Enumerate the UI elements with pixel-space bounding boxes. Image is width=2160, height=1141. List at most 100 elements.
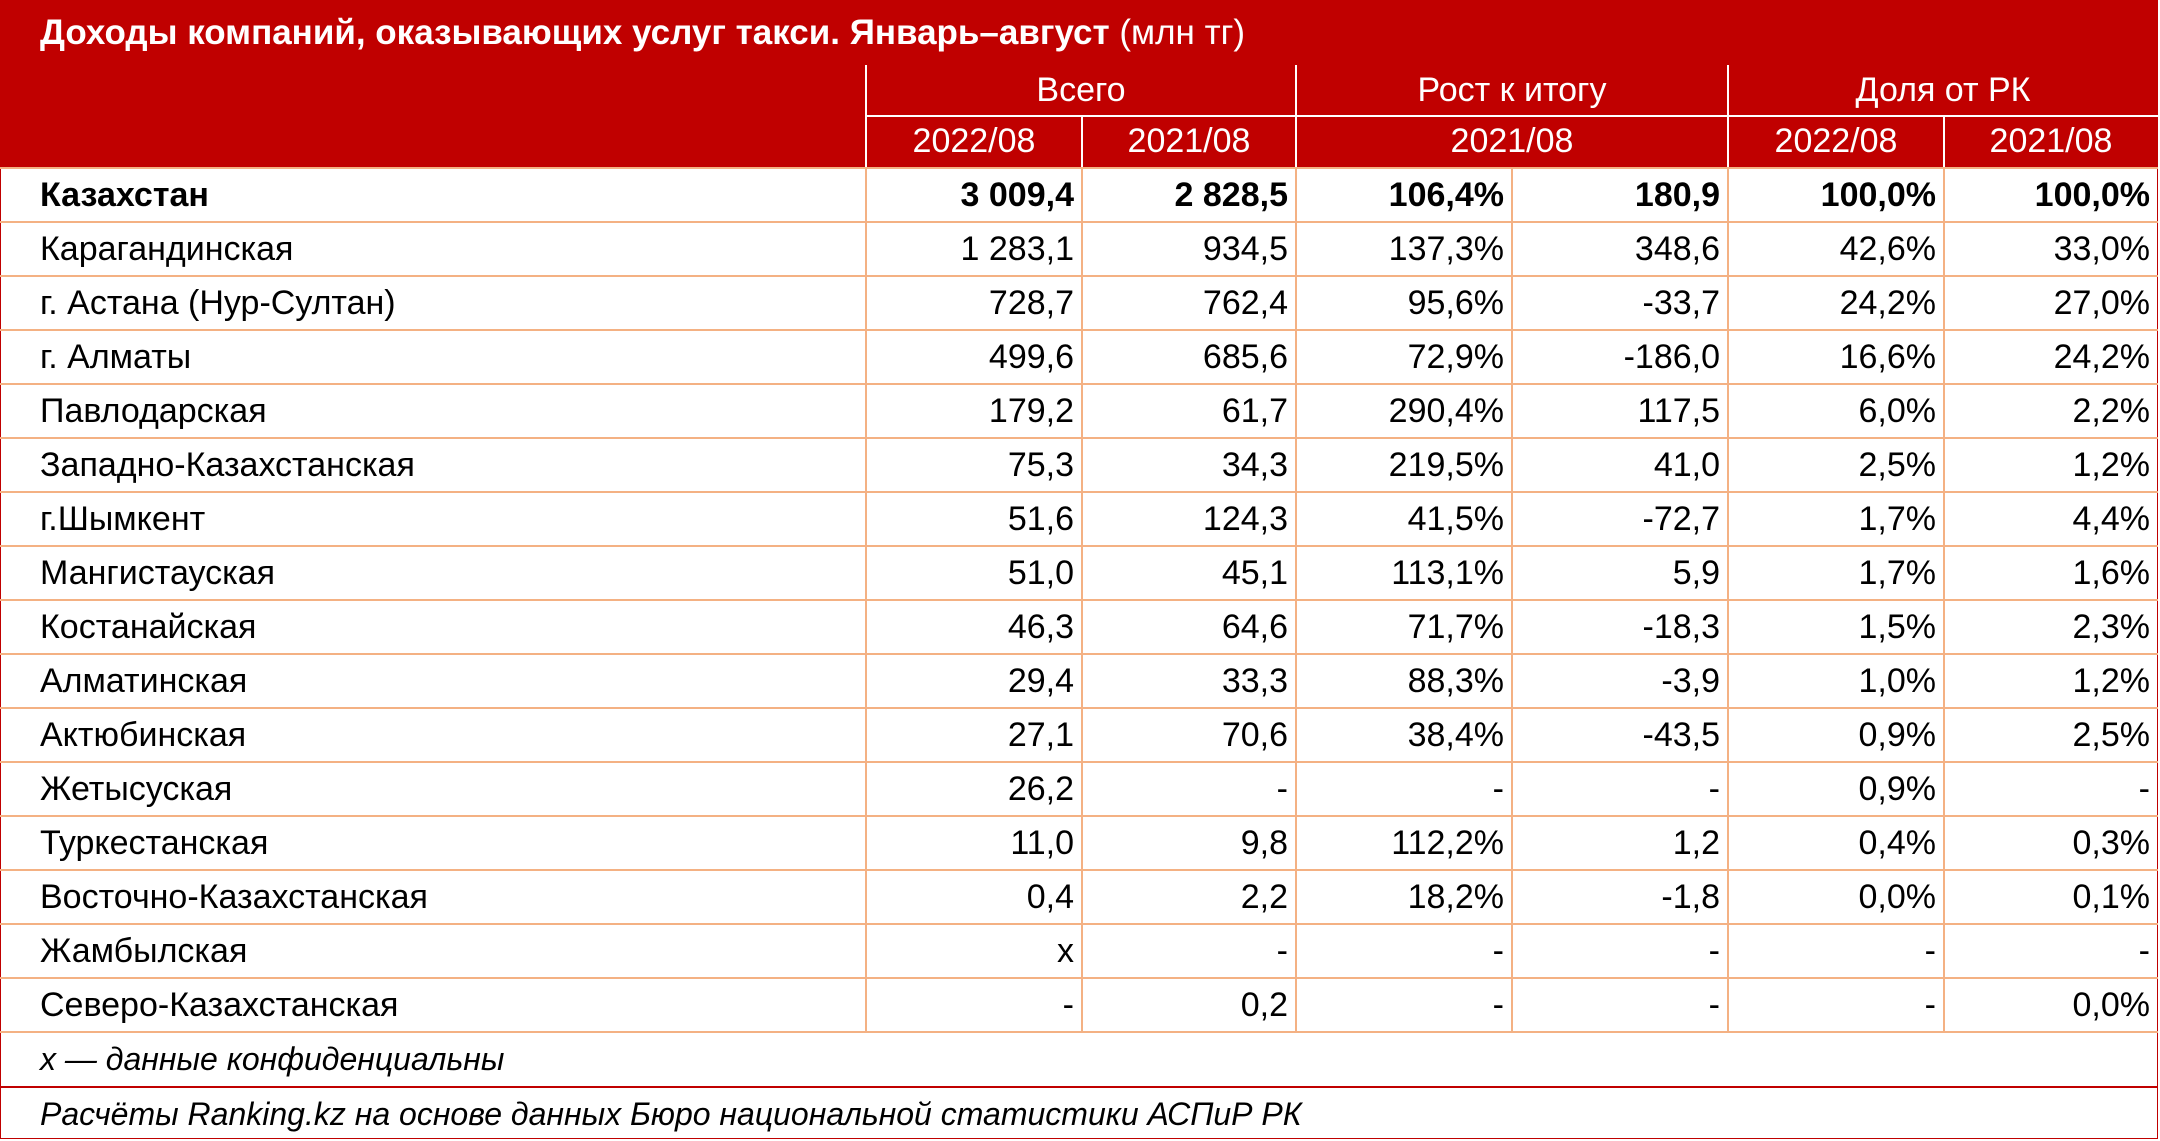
cell-growth-pct: 88,3%	[1407, 662, 1504, 700]
cell-share-2022: 0,9%	[1858, 716, 1937, 754]
cell-growth-pct: -	[1492, 986, 1504, 1024]
cell-total-2021: 934,5	[1202, 230, 1288, 268]
cell-total-2021: 64,6	[1221, 608, 1288, 646]
cell-growth-abs: -3,9	[1661, 662, 1720, 700]
cell-total-2021: 2,2	[1240, 878, 1288, 916]
header-sub-total-2021: 2021/08	[1082, 116, 1296, 167]
cell-total-2022: 51,0	[1007, 554, 1074, 592]
column-divider	[1295, 168, 1297, 1032]
header-sub-share-2021: 2021/08	[1944, 116, 2158, 167]
region-name: г. Астана (Нур-Султан)	[40, 284, 396, 322]
cell-total-2022: 27,1	[1007, 716, 1074, 754]
cell-growth-pct: 112,2%	[1391, 824, 1504, 862]
header-sub-share-2022: 2022/08	[1728, 116, 1944, 167]
row-divider	[0, 275, 2158, 277]
title-text: Доходы компаний, оказывающих услуг такси…	[40, 13, 1110, 52]
row-divider	[0, 437, 2158, 439]
region-name: Казахстан	[40, 176, 209, 214]
cell-growth-abs: -18,3	[1642, 608, 1721, 646]
row-divider	[0, 707, 2158, 709]
header-divider	[1081, 116, 1083, 167]
cell-share-2021: 33,0%	[2053, 230, 2150, 268]
region-name: Карагандинская	[40, 230, 294, 268]
cell-share-2021: 0,0%	[2072, 986, 2151, 1024]
cell-share-2021: 1,2%	[2072, 662, 2151, 700]
region-name: Восточно-Казахстанская	[40, 878, 428, 916]
region-name: Жетысуская	[40, 770, 233, 808]
row-divider	[0, 869, 2158, 871]
cell-growth-pct: -	[1492, 770, 1504, 808]
cell-growth-pct: 72,9%	[1407, 338, 1504, 376]
cell-share-2021: 2,3%	[2072, 608, 2151, 646]
column-divider	[1727, 168, 1729, 1032]
cell-growth-pct: 106,4%	[1388, 176, 1504, 214]
cell-share-2022: -	[1924, 932, 1936, 970]
cell-share-2022: 1,0%	[1858, 662, 1937, 700]
cell-share-2022: 16,6%	[1839, 338, 1936, 376]
row-divider	[0, 167, 2158, 169]
cell-total-2021: 45,1	[1221, 554, 1288, 592]
region-name: Западно-Казахстанская	[40, 446, 415, 484]
cell-share-2022: 6,0%	[1858, 392, 1937, 430]
cell-total-2022: 179,2	[988, 392, 1074, 430]
cell-growth-abs: -	[1708, 986, 1720, 1024]
cell-total-2022: x	[1057, 932, 1074, 970]
cell-growth-abs: -1,8	[1661, 878, 1720, 916]
confidential-note: х — данные конфиденциальны	[40, 1041, 505, 1077]
cell-total-2021: 685,6	[1202, 338, 1288, 376]
cell-growth-abs: -72,7	[1642, 500, 1721, 538]
cell-total-2021: 33,3	[1221, 662, 1288, 700]
row-divider	[0, 221, 2158, 223]
cell-growth-pct: 95,6%	[1407, 284, 1504, 322]
cell-total-2021: 124,3	[1202, 500, 1288, 538]
row-divider	[0, 815, 2158, 817]
region-name: Актюбинская	[40, 716, 247, 754]
cell-share-2022: 100,0%	[1820, 176, 1936, 214]
cell-total-2021: 762,4	[1202, 284, 1288, 322]
cell-share-2022: 42,6%	[1839, 230, 1936, 268]
cell-share-2021: 1,6%	[2072, 554, 2151, 592]
header-divider	[865, 65, 867, 167]
cell-total-2022: 0,4	[1026, 878, 1074, 916]
header-divider	[1727, 65, 1729, 167]
cell-share-2021: -	[2138, 770, 2150, 808]
region-name: Мангистауская	[40, 554, 276, 592]
region-name: Костанайская	[40, 608, 257, 646]
cell-share-2022: 0,4%	[1858, 824, 1937, 862]
cell-share-2021: 0,3%	[2072, 824, 2151, 862]
cell-share-2021: 0,1%	[2072, 878, 2151, 916]
cell-growth-abs: 117,5	[1637, 392, 1720, 430]
table-title: Доходы компаний, оказывающих услуг такси…	[0, 0, 2158, 65]
cell-total-2022: 1 283,1	[960, 230, 1074, 268]
cell-share-2021: 4,4%	[2072, 500, 2151, 538]
header-divider	[1943, 116, 1945, 167]
row-divider	[0, 329, 2158, 331]
cell-share-2022: 1,5%	[1858, 608, 1937, 646]
cell-total-2022: -	[1062, 986, 1074, 1024]
header-corner	[0, 65, 866, 167]
cell-growth-abs: -43,5	[1642, 716, 1721, 754]
region-name: Жамбылская	[40, 932, 248, 970]
cell-growth-abs: -186,0	[1623, 338, 1720, 376]
title-unit: (млн тг)	[1119, 13, 1246, 52]
cell-share-2021: 2,5%	[2072, 716, 2151, 754]
row-divider	[0, 599, 2158, 601]
cell-total-2022: 29,4	[1007, 662, 1074, 700]
cell-total-2021: -	[1276, 770, 1288, 808]
cell-growth-pct: 41,5%	[1407, 500, 1504, 538]
header-sub-total-2022: 2022/08	[866, 116, 1082, 167]
cell-growth-pct: 219,5%	[1388, 446, 1504, 484]
cell-total-2021: 9,8	[1240, 824, 1288, 862]
cell-growth-pct: 137,3%	[1388, 230, 1504, 268]
region-name: Туркестанская	[40, 824, 269, 862]
cell-share-2022: 2,5%	[1858, 446, 1937, 484]
cell-total-2022: 499,6	[988, 338, 1074, 376]
column-divider	[1511, 168, 1513, 1032]
column-divider	[1081, 168, 1083, 1032]
cell-share-2021: 27,0%	[2053, 284, 2150, 322]
header-divider	[866, 115, 2158, 117]
cell-total-2022: 75,3	[1007, 446, 1074, 484]
cell-share-2022: -	[1924, 986, 1936, 1024]
row-divider	[0, 977, 2158, 979]
cell-total-2021: 34,3	[1221, 446, 1288, 484]
